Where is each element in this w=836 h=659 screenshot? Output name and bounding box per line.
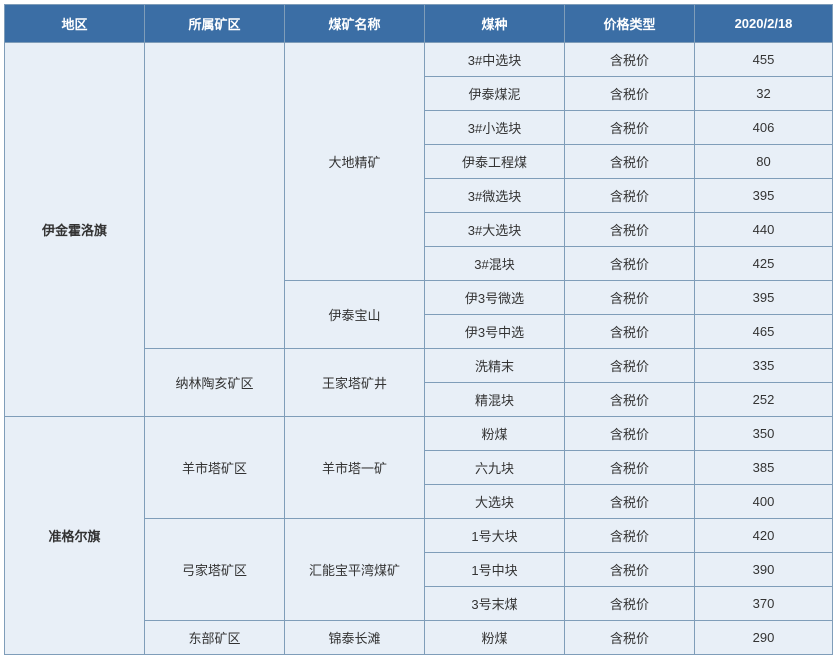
cell-price-type: 含税价 <box>565 519 695 553</box>
cell-coal: 粉煤 <box>425 621 565 655</box>
cell-price-type: 含税价 <box>565 281 695 315</box>
cell-coal: 3号末煤 <box>425 587 565 621</box>
cell-value: 80 <box>695 145 833 179</box>
cell-price-type: 含税价 <box>565 451 695 485</box>
cell-value: 420 <box>695 519 833 553</box>
header-coal: 煤种 <box>425 5 565 43</box>
cell-coal: 精混块 <box>425 383 565 417</box>
cell-value: 455 <box>695 43 833 77</box>
cell-value: 390 <box>695 553 833 587</box>
cell-area: 纳林陶亥矿区 <box>145 349 285 417</box>
header-mine: 煤矿名称 <box>285 5 425 43</box>
cell-price-type: 含税价 <box>565 145 695 179</box>
header-date: 2020/2/18 <box>695 5 833 43</box>
cell-coal: 伊泰煤泥 <box>425 77 565 111</box>
cell-coal: 1号大块 <box>425 519 565 553</box>
cell-price-type: 含税价 <box>565 485 695 519</box>
cell-region: 准格尔旗 <box>5 417 145 655</box>
table-row: 准格尔旗 羊市塔矿区 羊市塔一矿 粉煤 含税价 350 <box>5 417 833 451</box>
cell-price-type: 含税价 <box>565 247 695 281</box>
cell-value: 335 <box>695 349 833 383</box>
cell-value: 465 <box>695 315 833 349</box>
cell-value: 400 <box>695 485 833 519</box>
cell-price-type: 含税价 <box>565 587 695 621</box>
cell-value: 395 <box>695 179 833 213</box>
cell-price-type: 含税价 <box>565 213 695 247</box>
cell-coal: 伊3号中选 <box>425 315 565 349</box>
cell-region: 伊金霍洛旗 <box>5 43 145 417</box>
cell-coal: 3#微选块 <box>425 179 565 213</box>
header-area: 所属矿区 <box>145 5 285 43</box>
table-row: 伊金霍洛旗 大地精矿 3#中选块 含税价 455 <box>5 43 833 77</box>
cell-value: 370 <box>695 587 833 621</box>
cell-value: 252 <box>695 383 833 417</box>
cell-mine: 大地精矿 <box>285 43 425 281</box>
cell-area: 羊市塔矿区 <box>145 417 285 519</box>
cell-price-type: 含税价 <box>565 383 695 417</box>
cell-value: 290 <box>695 621 833 655</box>
cell-coal: 洗精末 <box>425 349 565 383</box>
cell-mine: 伊泰宝山 <box>285 281 425 349</box>
cell-area: 东部矿区 <box>145 621 285 655</box>
cell-value: 350 <box>695 417 833 451</box>
cell-price-type: 含税价 <box>565 111 695 145</box>
cell-price-type: 含税价 <box>565 315 695 349</box>
cell-value: 385 <box>695 451 833 485</box>
cell-value: 395 <box>695 281 833 315</box>
cell-area <box>145 43 285 349</box>
cell-mine: 王家塔矿井 <box>285 349 425 417</box>
cell-value: 425 <box>695 247 833 281</box>
cell-coal: 六九块 <box>425 451 565 485</box>
cell-value: 32 <box>695 77 833 111</box>
cell-coal: 粉煤 <box>425 417 565 451</box>
cell-area: 弓家塔矿区 <box>145 519 285 621</box>
cell-price-type: 含税价 <box>565 553 695 587</box>
cell-price-type: 含税价 <box>565 621 695 655</box>
cell-value: 406 <box>695 111 833 145</box>
cell-price-type: 含税价 <box>565 417 695 451</box>
cell-coal: 伊泰工程煤 <box>425 145 565 179</box>
cell-mine: 羊市塔一矿 <box>285 417 425 519</box>
cell-mine: 汇能宝平湾煤矿 <box>285 519 425 621</box>
cell-coal: 3#混块 <box>425 247 565 281</box>
cell-value: 440 <box>695 213 833 247</box>
cell-coal: 伊3号微选 <box>425 281 565 315</box>
header-region: 地区 <box>5 5 145 43</box>
cell-coal: 大选块 <box>425 485 565 519</box>
cell-price-type: 含税价 <box>565 77 695 111</box>
cell-coal: 3#小选块 <box>425 111 565 145</box>
table-header-row: 地区 所属矿区 煤矿名称 煤种 价格类型 2020/2/18 <box>5 5 833 43</box>
cell-coal: 1号中块 <box>425 553 565 587</box>
cell-price-type: 含税价 <box>565 349 695 383</box>
coal-price-table: 地区 所属矿区 煤矿名称 煤种 价格类型 2020/2/18 伊金霍洛旗 大地精… <box>4 4 833 655</box>
header-price-type: 价格类型 <box>565 5 695 43</box>
cell-price-type: 含税价 <box>565 179 695 213</box>
cell-price-type: 含税价 <box>565 43 695 77</box>
cell-coal: 3#大选块 <box>425 213 565 247</box>
cell-coal: 3#中选块 <box>425 43 565 77</box>
cell-mine: 锦泰长滩 <box>285 621 425 655</box>
